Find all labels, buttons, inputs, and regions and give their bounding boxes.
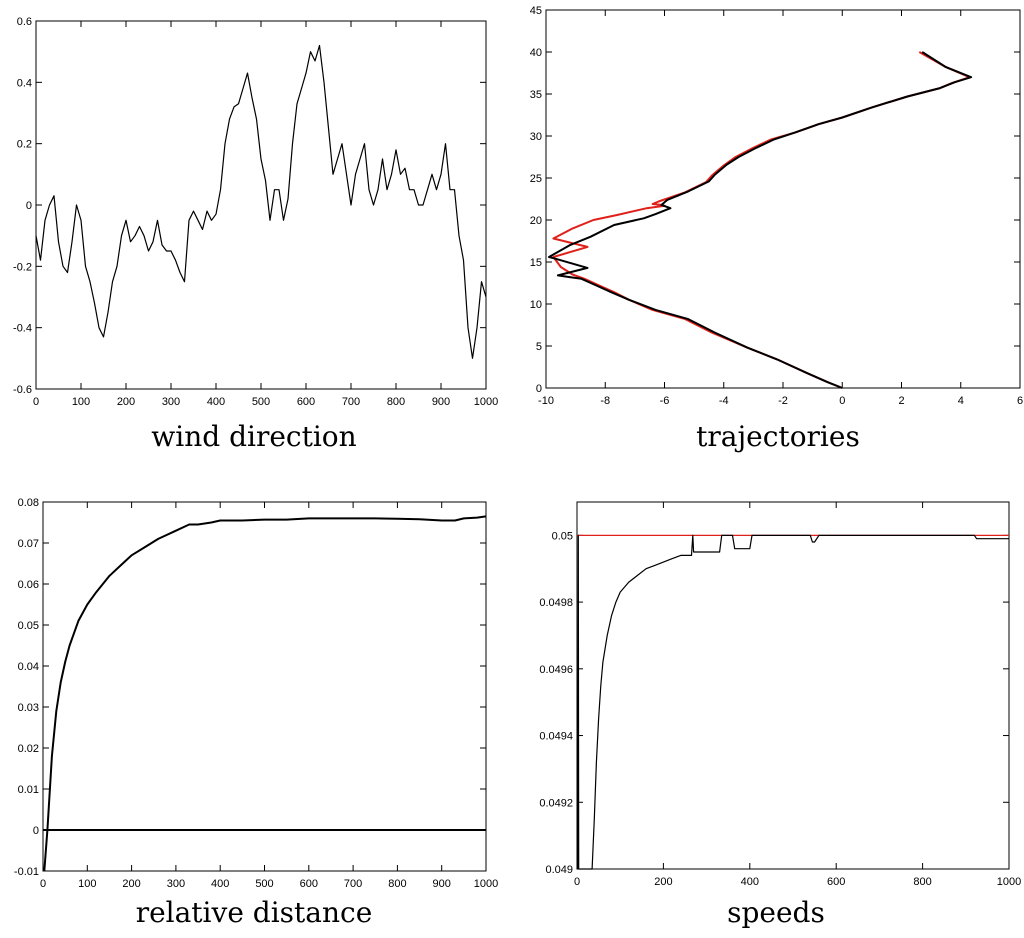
y-tick-label: 15 xyxy=(530,257,542,269)
x-tick-label: 4 xyxy=(958,395,964,407)
x-tick-label: 200 xyxy=(117,396,135,408)
y-tick-label: 0 xyxy=(33,825,39,837)
chart-caption: wind direction xyxy=(151,420,356,453)
x-tick-label: 900 xyxy=(433,878,451,890)
x-tick-label: 1000 xyxy=(474,878,498,890)
y-tick-label: 0.0498 xyxy=(539,597,573,609)
chart-caption: relative distance xyxy=(136,896,373,929)
x-tick-label: 1000 xyxy=(474,396,498,408)
x-tick-label: 100 xyxy=(78,878,96,890)
y-tick-label: 0.07 xyxy=(18,538,39,550)
x-tick-label: 900 xyxy=(432,396,450,408)
plot-frame xyxy=(42,501,487,872)
y-tick-label: 0.049 xyxy=(545,864,573,876)
y-tick-label: 0 xyxy=(26,200,32,212)
relative-distance-panel: 0 100 200 300 400 500 600 700 800 900 1000-0.0100.… xyxy=(14,497,498,929)
y-tick-label: 0.01 xyxy=(18,784,39,796)
y-tick-label: 30 xyxy=(530,131,542,143)
series-line-1 xyxy=(577,534,1009,870)
wind-direction-panel: 0 100 200 300 400 500 600 700 800 900 1000 -0.6 -0.4… xyxy=(13,16,498,453)
y-tick-label: -0.4 xyxy=(13,323,32,335)
y-tick-label: 0.04 xyxy=(18,661,39,673)
x-tick-label: 800 xyxy=(387,396,405,408)
chart-caption: trajectories xyxy=(696,420,860,453)
y-tick-label: 20 xyxy=(530,215,542,227)
trajectories-panel: -10 -8 -6 -4 -2 0 2 4 6 0 5 10 15 20 25 30 35 40 45 traject… xyxy=(530,5,1023,453)
y-tick-label: 0.02 xyxy=(18,743,39,755)
y-tick-label: 35 xyxy=(530,89,542,101)
series-line-0 xyxy=(35,44,487,359)
x-tick-label: 400 xyxy=(211,878,229,890)
x-tick-label: 600 xyxy=(297,396,315,408)
x-tick-label: 0 xyxy=(574,876,580,888)
x-tick-label: 800 xyxy=(388,878,406,890)
speeds-panel: 0 200 400 600 800 1000 0.049 0.0492 0.0494 0.0496… xyxy=(539,501,1021,929)
x-tick-label: 0 xyxy=(33,396,39,408)
y-tick-label: 0.03 xyxy=(18,702,39,714)
x-tick-label: -10 xyxy=(538,395,554,407)
series-line-1 xyxy=(548,51,973,389)
y-tick-label: -0.2 xyxy=(13,261,32,273)
x-tick-label: 700 xyxy=(344,878,362,890)
x-tick-label: 2 xyxy=(898,395,904,407)
x-tick-label: 300 xyxy=(167,878,185,890)
x-tick-label: 6 xyxy=(1017,395,1023,407)
x-tick-label: 200 xyxy=(654,876,672,888)
x-tick-label: 600 xyxy=(827,876,845,888)
x-tick-label: 300 xyxy=(162,396,180,408)
x-tick-label: -2 xyxy=(778,395,788,407)
y-tick-label: 0.0494 xyxy=(539,731,573,743)
y-tick-label: 0.08 xyxy=(18,497,39,509)
x-tick-label: 0 xyxy=(40,878,46,890)
y-tick-label: 0.2 xyxy=(17,139,32,151)
x-tick-label: -4 xyxy=(719,395,729,407)
y-tick-label: 0.05 xyxy=(18,620,39,632)
x-tick-label: 100 xyxy=(72,396,90,408)
y-tick-label: 25 xyxy=(530,173,542,185)
x-tick-label: 400 xyxy=(207,396,225,408)
x-tick-label: 200 xyxy=(122,878,140,890)
y-tick-label: 45 xyxy=(530,5,542,17)
x-tick-label: 0 xyxy=(839,395,845,407)
y-tick-label: 0 xyxy=(536,383,542,395)
y-tick-label: 0.05 xyxy=(552,530,573,542)
y-tick-label: 40 xyxy=(530,47,542,59)
x-tick-label: 800 xyxy=(913,876,931,888)
y-tick-label: 0.06 xyxy=(18,579,39,591)
y-tick-label: -0.01 xyxy=(14,866,39,878)
x-tick-label: 1000 xyxy=(997,876,1021,888)
y-tick-label: 0.4 xyxy=(17,77,32,89)
x-tick-label: -6 xyxy=(660,395,670,407)
series-line-0 xyxy=(552,51,971,389)
x-tick-label: 500 xyxy=(252,396,270,408)
series-line-1 xyxy=(43,515,487,872)
x-tick-label: 400 xyxy=(741,876,759,888)
y-tick-label: 0.0496 xyxy=(539,664,573,676)
x-tick-label: 700 xyxy=(342,396,360,408)
y-tick-label: 0.6 xyxy=(17,16,32,28)
x-tick-label: -8 xyxy=(600,395,610,407)
plot-frame xyxy=(545,9,1021,389)
y-tick-label: -0.6 xyxy=(13,384,32,396)
x-tick-label: 500 xyxy=(255,878,273,890)
y-tick-label: 0.0492 xyxy=(539,797,573,809)
chart-caption: speeds xyxy=(727,896,825,929)
x-tick-label: 600 xyxy=(300,878,318,890)
plot-frame xyxy=(576,501,1010,870)
y-tick-label: 5 xyxy=(536,341,542,353)
y-tick-label: 10 xyxy=(530,299,542,311)
